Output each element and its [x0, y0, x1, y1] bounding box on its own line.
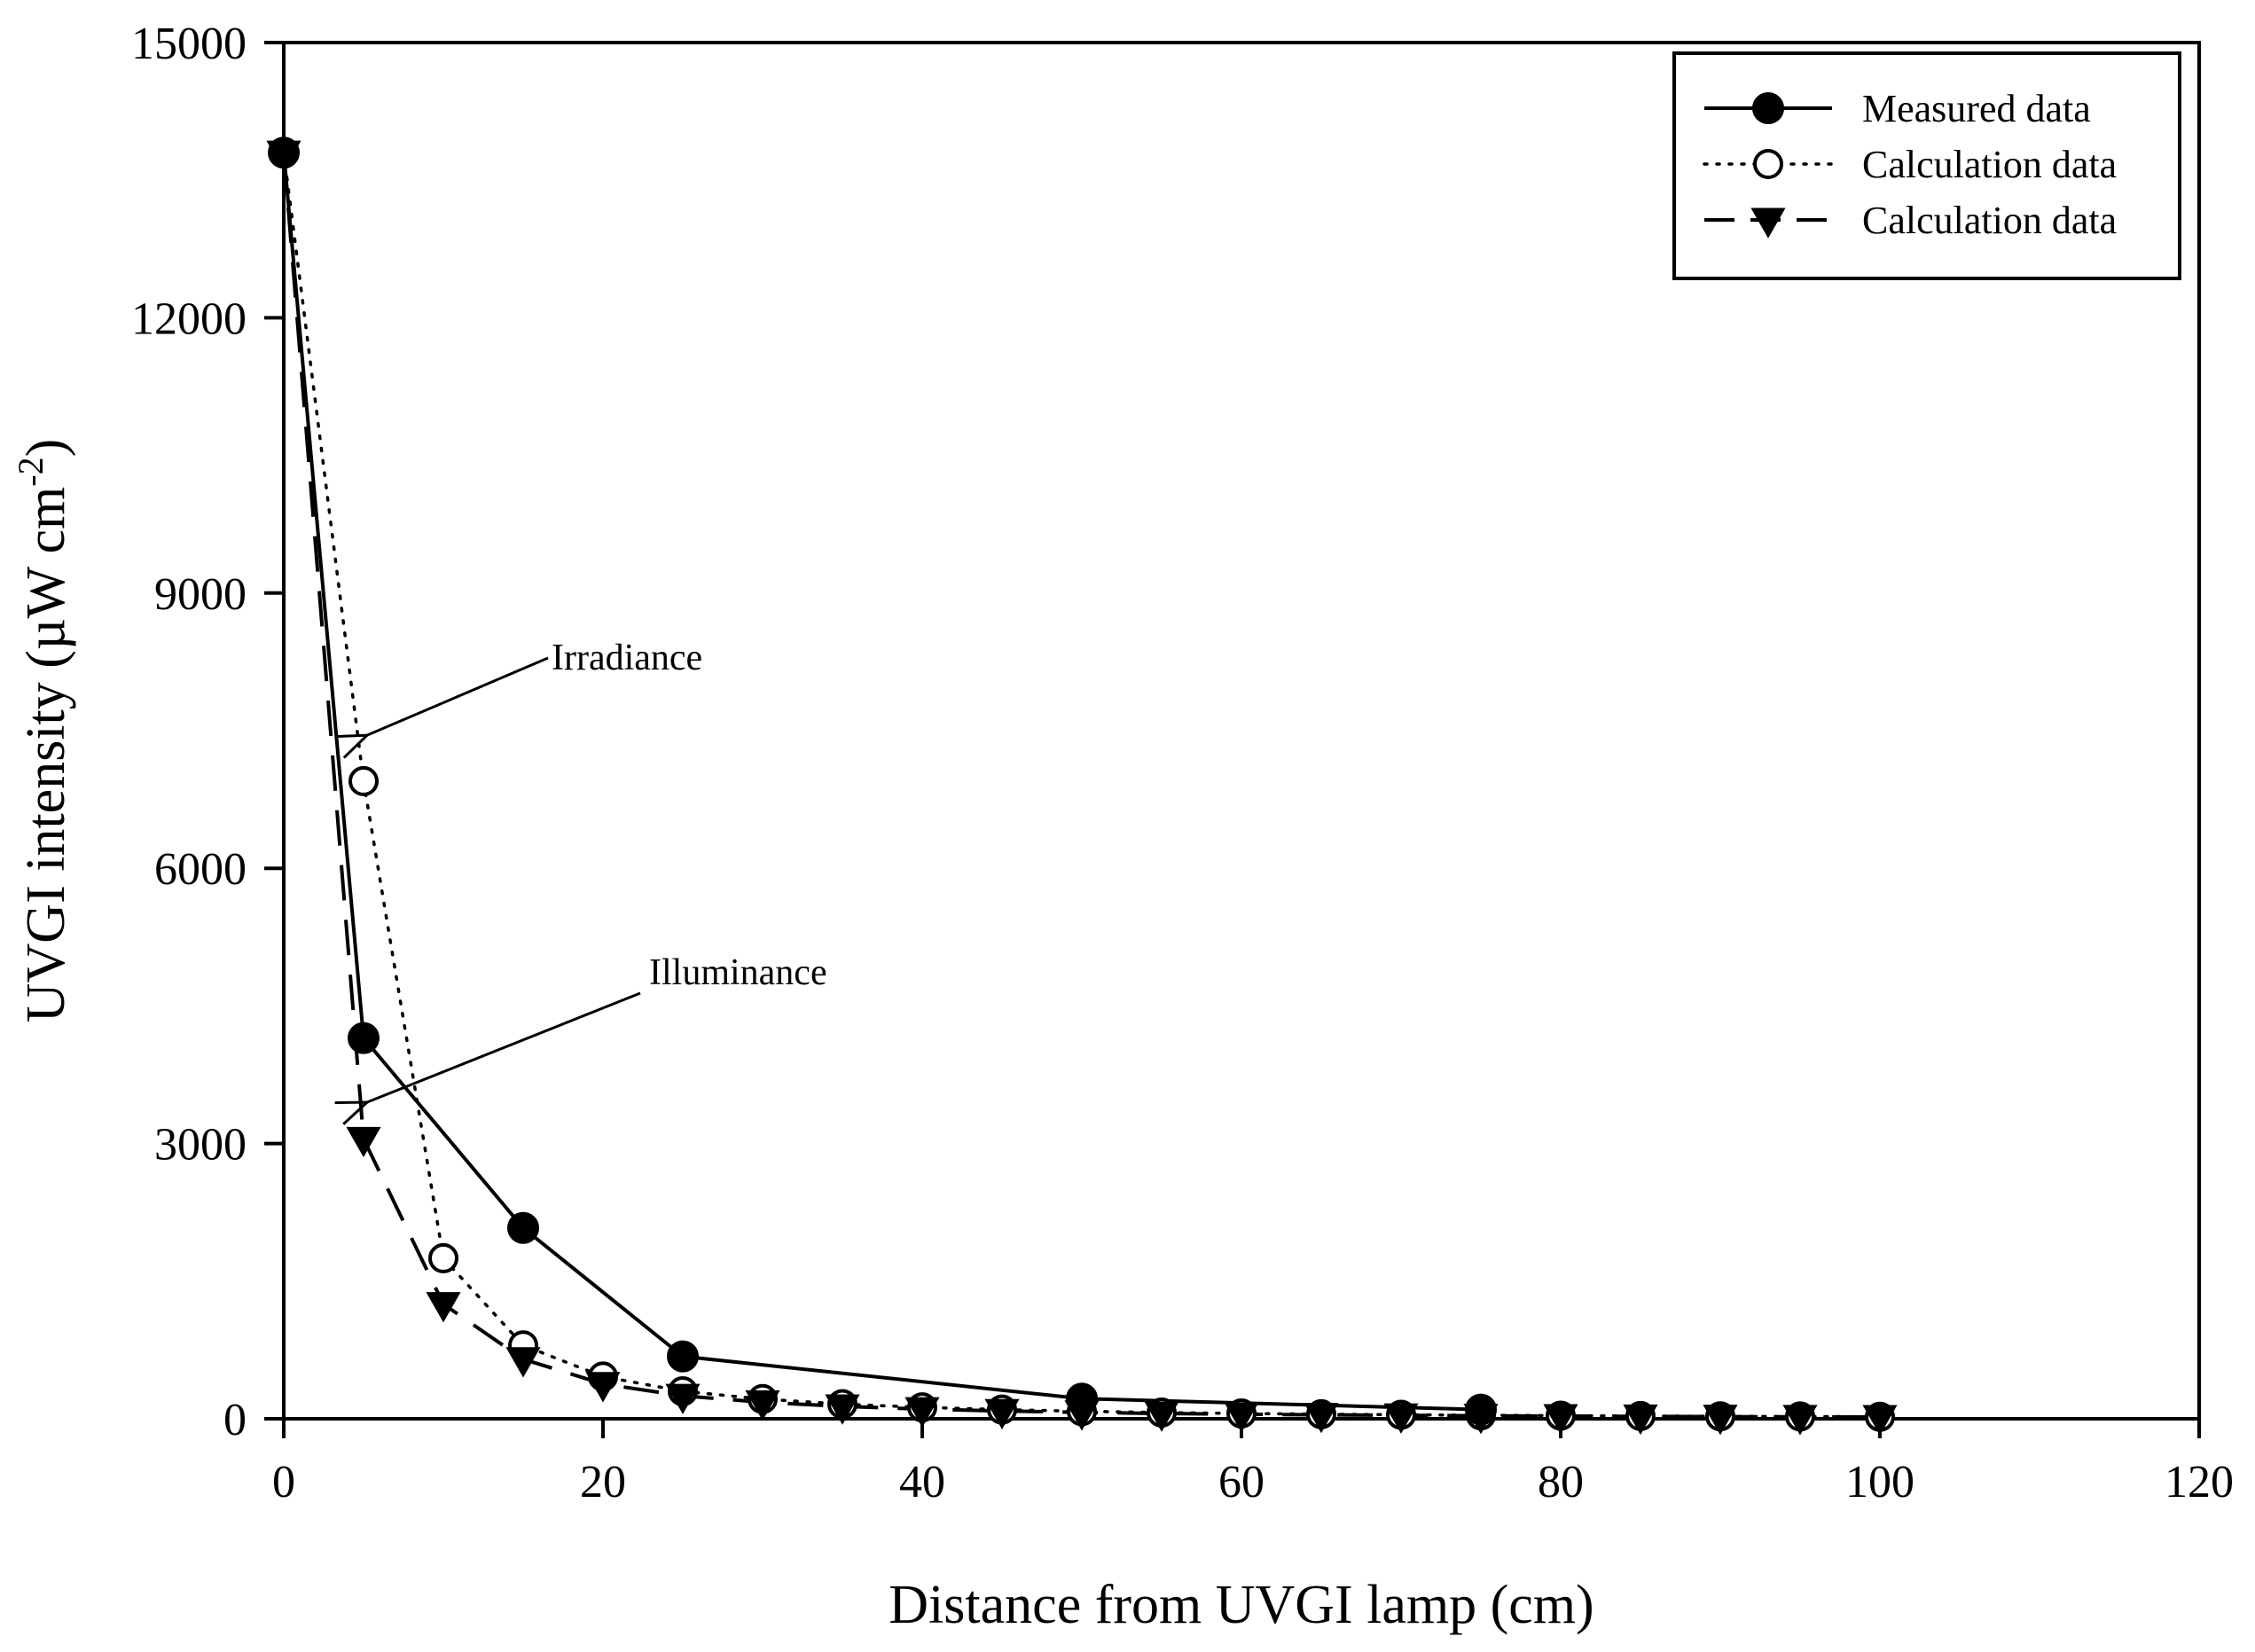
- y-tick-label: 12000: [131, 294, 247, 344]
- calc-illuminance-point-9: [984, 1398, 1020, 1429]
- calc-illuminance-point-13: [1304, 1403, 1339, 1434]
- measured-point-2: [507, 1211, 539, 1244]
- x-tick-label: 0: [272, 1457, 295, 1507]
- annotation-arrow-2: [367, 991, 641, 1102]
- legend-marker-calc-illuminance-point-0: [1750, 207, 1786, 239]
- legend-entry-calc-irradiance: Calculation data: [1703, 143, 2117, 186]
- series-layer: [266, 137, 1898, 1436]
- annotation-label-2: Illuminance: [649, 952, 827, 993]
- annotation-layer: Irradiance Illuminance: [367, 638, 827, 1102]
- y-axis-title: UVGI intensity (µW cm-2): [11, 439, 76, 1023]
- x-tick-label: 120: [2165, 1457, 2234, 1507]
- y-axis-ticks: 0 3000 6000 9000 12000 15000: [131, 19, 284, 1445]
- y-tick-label: 3000: [154, 1120, 247, 1170]
- annotation-arrow-1: [367, 656, 549, 735]
- x-axis-ticks: 0 20 40 60 80 100 120: [272, 1419, 2234, 1507]
- x-tick-label: 60: [1218, 1457, 1265, 1507]
- calc-illuminance-point-11: [1144, 1401, 1179, 1432]
- calc-illuminance-point-10: [1064, 1400, 1100, 1431]
- y-axis-title-main: UVGI intensity (µW cm: [16, 487, 76, 1023]
- calc-illuminance-point-12: [1224, 1402, 1259, 1433]
- calc-illuminance-point-19: [1782, 1405, 1818, 1436]
- calc-illuminance-point-5: [665, 1383, 701, 1414]
- calc-illuminance-point-18: [1703, 1405, 1738, 1436]
- y-tick-label: 15000: [131, 19, 247, 69]
- x-axis-title: Distance from UVGI lamp (cm): [889, 1575, 1593, 1635]
- y-axis-title-suffix: ): [16, 439, 76, 458]
- calc-illuminance-point-4: [585, 1372, 621, 1403]
- legend-marker-measured-point-0: [1752, 92, 1784, 124]
- legend-label: Calculation data: [1862, 143, 2117, 186]
- measured-point-3: [667, 1340, 699, 1373]
- x-tick-label: 40: [899, 1457, 945, 1507]
- y-tick-label: 0: [223, 1395, 247, 1445]
- calc-illuminance-point-20: [1862, 1405, 1898, 1436]
- x-tick-label: 100: [1845, 1457, 1914, 1507]
- calc-illuminance-point-14: [1383, 1403, 1419, 1434]
- calc-illuminance-point-6: [745, 1390, 780, 1421]
- calc-illuminance-point-17: [1623, 1404, 1658, 1436]
- x-tick-label: 80: [1538, 1457, 1584, 1507]
- calc-illuminance-point-15: [1463, 1404, 1499, 1435]
- calc-illuminance-point-0: [266, 140, 301, 171]
- series-markers-calc-illuminance: [266, 140, 1898, 1436]
- legend-label: Measured data: [1862, 87, 2091, 130]
- calc-illuminance-point-1: [346, 1126, 381, 1158]
- calc-illuminance-point-8: [904, 1397, 940, 1428]
- legend-entry-calc-illuminance: Calculation data: [1704, 199, 2117, 242]
- series-line-measured: [282, 152, 1482, 1412]
- x-tick-label: 20: [580, 1457, 626, 1507]
- y-tick-label: 9000: [154, 569, 247, 620]
- legend-label: Calculation data: [1862, 199, 2117, 242]
- y-axis-title-superscript: -2: [11, 457, 51, 486]
- calc-illuminance-point-2: [426, 1292, 461, 1323]
- calc-illuminance-point-3: [505, 1347, 541, 1378]
- legend-entry-measured: Measured data: [1704, 87, 2091, 130]
- series-markers-measured: [268, 137, 1497, 1426]
- measured-point-1: [348, 1022, 380, 1054]
- calc-illuminance-point-7: [825, 1394, 860, 1425]
- series-measured: [282, 152, 1482, 1412]
- legend: Measured data Calculation data Calculation…: [1672, 51, 2181, 280]
- annotation-label-1: Irradiance: [552, 638, 702, 678]
- calc-irradiance-point-2: [428, 1242, 458, 1273]
- calc-irradiance-point-1: [348, 765, 379, 796]
- legend-marker-calc-irradiance-point-0: [1753, 149, 1783, 179]
- calc-illuminance-point-16: [1543, 1404, 1578, 1435]
- y-tick-label: 6000: [154, 844, 247, 895]
